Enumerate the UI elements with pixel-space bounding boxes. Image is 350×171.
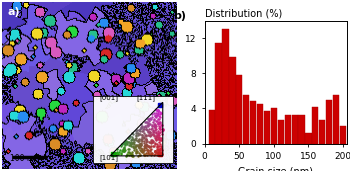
Text: 100 nm: 100 nm — [10, 154, 40, 163]
Bar — [292, 115, 298, 144]
Bar — [333, 95, 339, 144]
Text: [001]: [001] — [100, 94, 119, 101]
Bar — [278, 120, 284, 144]
Bar — [209, 110, 215, 144]
Bar — [285, 115, 291, 144]
Text: a): a) — [7, 7, 20, 17]
Bar — [216, 43, 222, 144]
Bar — [326, 100, 332, 144]
Bar — [222, 29, 229, 144]
Bar — [271, 108, 277, 144]
Text: [111]: [111] — [137, 94, 156, 101]
Bar — [340, 126, 346, 144]
Text: [101]: [101] — [100, 154, 119, 161]
Bar — [7, 141, 74, 164]
Bar — [229, 57, 236, 144]
Bar — [250, 101, 256, 144]
Bar — [93, 96, 173, 163]
Bar — [305, 133, 312, 144]
Text: Distribution (%): Distribution (%) — [205, 8, 282, 18]
Bar — [312, 107, 318, 144]
Bar — [264, 111, 270, 144]
Bar — [243, 95, 249, 144]
Bar — [319, 120, 326, 144]
Bar — [257, 104, 263, 144]
Bar — [236, 75, 243, 144]
Bar — [299, 115, 304, 144]
X-axis label: Grain size (nm): Grain size (nm) — [238, 167, 313, 171]
Text: b): b) — [174, 11, 187, 21]
